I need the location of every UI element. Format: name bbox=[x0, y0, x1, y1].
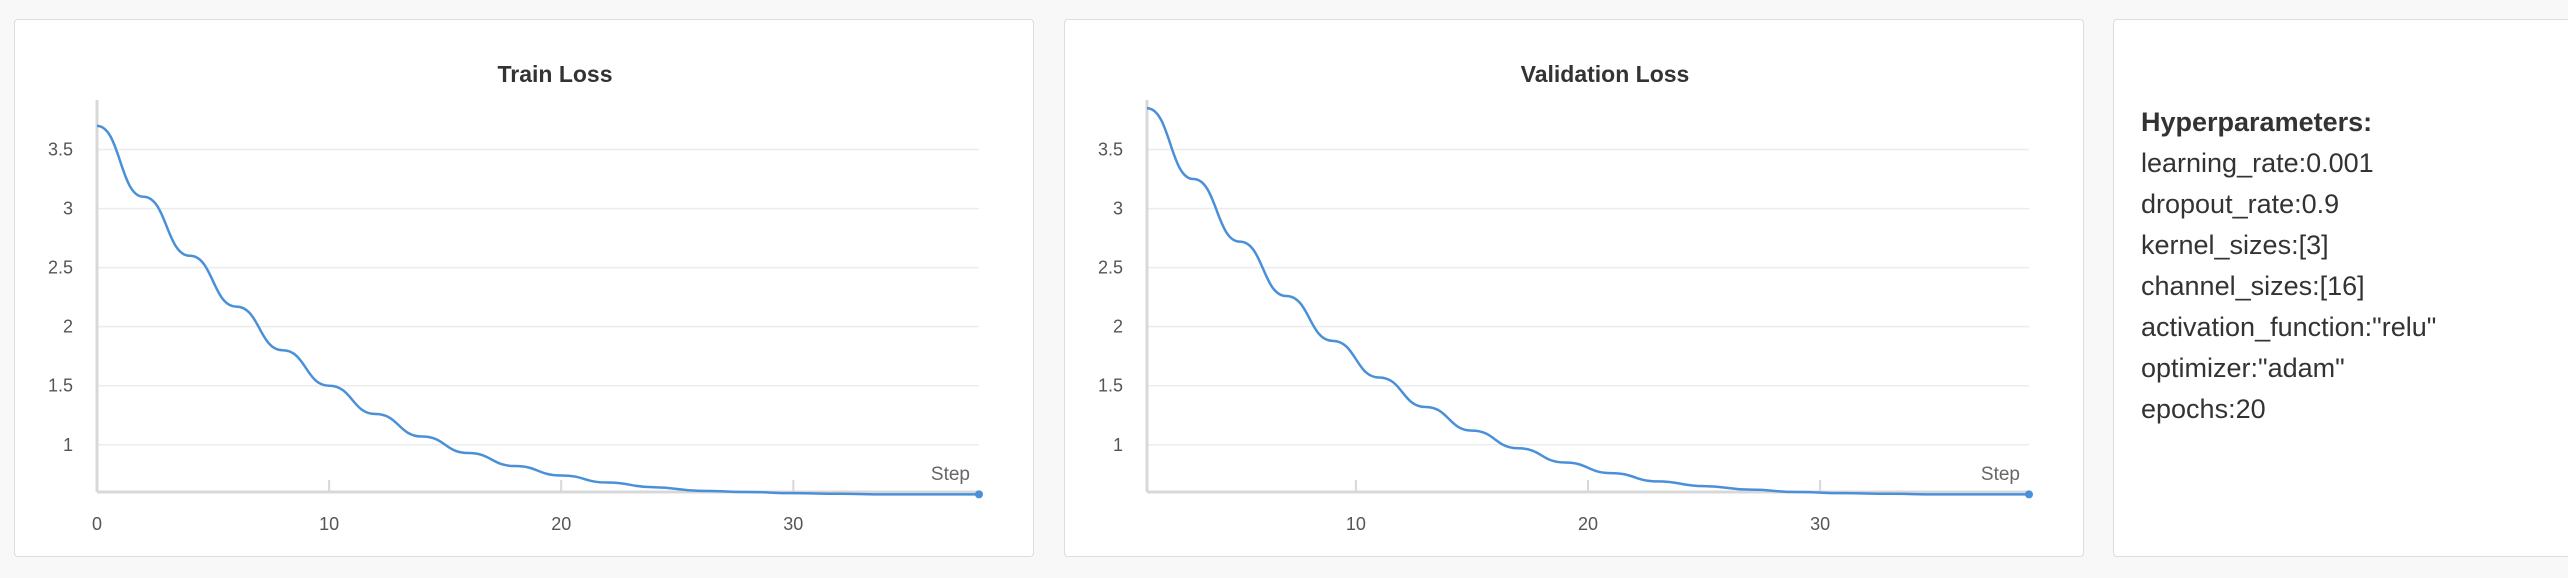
y-tick-label: 3.5 bbox=[1098, 140, 1123, 160]
hyperparameters-list: Hyperparameters: learning_rate:0.001 dro… bbox=[2141, 102, 2436, 430]
loss-series-line bbox=[96, 124, 979, 496]
hyperparameters-panel: Hyperparameters: learning_rate:0.001 dro… bbox=[2113, 19, 2568, 557]
x-axis-label: Step bbox=[1981, 464, 2020, 485]
x-tick-label: 10 bbox=[319, 514, 339, 534]
y-tick-label: 2 bbox=[63, 317, 73, 337]
chart-title: Train Loss bbox=[497, 61, 612, 87]
series-end-point bbox=[975, 490, 983, 499]
y-tick-label: 1 bbox=[63, 435, 73, 455]
hyperparameter-item: optimizer:"adam" bbox=[2141, 353, 2345, 383]
hyperparameter-item: epochs:20 bbox=[2141, 394, 2266, 424]
y-tick-label: 3 bbox=[1113, 199, 1123, 219]
hyperparameter-item: activation_function:"relu" bbox=[2141, 312, 2437, 342]
y-tick-label: 2.5 bbox=[1098, 258, 1123, 278]
hyperparameter-item: kernel_sizes:[3] bbox=[2141, 230, 2329, 260]
train-loss-chart: Train Loss 1 1.5 2 2.5 3 3.5 0 10 20 30 Step bbox=[48, 61, 983, 534]
x-tick-label: 20 bbox=[551, 514, 571, 534]
chart-title: Validation Loss bbox=[1521, 61, 1690, 87]
x-tick-label: 30 bbox=[783, 514, 803, 534]
y-tick-label: 2.5 bbox=[48, 258, 73, 278]
train-loss-panel: Train Loss 1 1.5 2 2.5 3 3.5 0 10 20 30 Step bbox=[14, 19, 1034, 557]
validation-loss-chart: Validation Loss 1 1.5 2 2.5 3 3.5 10 20 30 Step bbox=[1098, 61, 2033, 534]
hyperparameter-item: dropout_rate:0.9 bbox=[2141, 189, 2340, 219]
x-axis-label: Step bbox=[931, 464, 970, 485]
y-tick-label: 2 bbox=[1113, 317, 1123, 337]
x-tick-label: 30 bbox=[1810, 514, 1830, 534]
x-tick-label: 10 bbox=[1346, 514, 1366, 534]
y-tick-label: 1.5 bbox=[1098, 376, 1123, 396]
loss-series-line bbox=[1146, 106, 2029, 496]
y-tick-label: 1 bbox=[1113, 435, 1123, 455]
validation-loss-panel: Validation Loss 1 1.5 2 2.5 3 3.5 10 20 30 Step bbox=[1064, 19, 2084, 557]
y-tick-label: 3.5 bbox=[48, 140, 73, 160]
hyperparameter-item: learning_rate:0.001 bbox=[2141, 148, 2374, 178]
y-tick-label: 1.5 bbox=[48, 376, 73, 396]
hyperparameters-title: Hyperparameters: bbox=[2141, 107, 2373, 137]
x-tick-label: 0 bbox=[92, 514, 102, 534]
series-end-point bbox=[2025, 490, 2033, 499]
x-tick-label: 20 bbox=[1578, 514, 1598, 534]
hyperparameter-item: channel_sizes:[16] bbox=[2141, 271, 2365, 301]
y-tick-label: 3 bbox=[63, 199, 73, 219]
